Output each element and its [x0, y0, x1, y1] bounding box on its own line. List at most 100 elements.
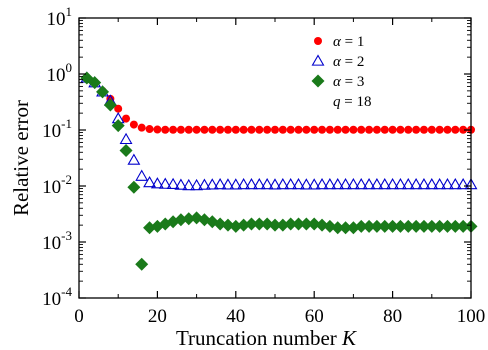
y-tick-label-base: 10: [47, 65, 66, 86]
series-3-point: [401, 219, 415, 233]
series-3-point: [331, 221, 345, 235]
y-tick-label-exponent: -3: [61, 228, 72, 243]
y-tick-label-base: 10: [47, 9, 66, 30]
series-2-point: [417, 177, 431, 190]
series-2-point: [448, 177, 462, 190]
series-2-point: [378, 177, 392, 190]
series-1-point: [380, 125, 389, 134]
series-1-point: [247, 125, 256, 134]
series-2-point: [346, 177, 360, 190]
legend-label-value: = 3: [341, 74, 364, 90]
series-2-point: [119, 132, 133, 145]
y-tick-label-base: 10: [42, 121, 61, 142]
series-1-point: [333, 125, 342, 134]
series-1-point: [223, 125, 232, 134]
series-2-point: [268, 178, 282, 190]
series-2-point: [213, 177, 227, 190]
series-1-point: [169, 125, 178, 134]
series-2-point: [339, 177, 353, 190]
series-3-point: [425, 219, 439, 233]
series-3-point: [433, 219, 447, 233]
series-1-point: [153, 125, 162, 134]
series-2-point: [245, 177, 258, 190]
y-tick-label: 10-1: [42, 116, 72, 142]
series-3-point: [386, 219, 400, 233]
series-3-point: [213, 217, 227, 231]
legend: α = 1 α = 2 α = 3 q = 18: [311, 34, 371, 110]
series-3-point: [111, 119, 125, 133]
series-1-point: [255, 125, 264, 134]
series-2-point: [127, 153, 141, 165]
series-1-point: [208, 125, 217, 134]
series-1-point: [459, 125, 468, 134]
legend-label-variable: α: [333, 34, 342, 50]
x-tick-label: 60: [305, 306, 324, 327]
legend-note-value: = 18: [341, 94, 372, 110]
legend-label-value: = 2: [341, 54, 364, 70]
series-3-point: [127, 180, 141, 194]
series-2-point: [299, 178, 313, 190]
series-2-point: [260, 177, 274, 190]
series-1-point: [310, 125, 319, 134]
series-2-point: [362, 177, 376, 190]
series-3-point: [292, 217, 306, 231]
series-2-point: [158, 177, 172, 189]
series-3-point: [229, 219, 243, 233]
series-2-point: [284, 177, 298, 190]
x-tick-label: 40: [226, 306, 245, 327]
series-1-point: [451, 125, 460, 134]
y-tick-label: 100: [47, 60, 73, 86]
series-1-point: [294, 125, 303, 134]
series-3-point: [299, 217, 313, 231]
series-1-point: [349, 125, 358, 134]
axis-ticks: [78, 17, 472, 299]
series-1-point: [129, 120, 138, 129]
series-1-point: [365, 125, 374, 134]
series-3-point: [88, 76, 102, 90]
x-tick-label: 0: [74, 306, 84, 327]
series-1-point: [412, 125, 421, 134]
series-3-point: [276, 218, 290, 232]
series-1-point: [192, 125, 201, 134]
series-3-point: [339, 221, 353, 235]
series-3-point: [244, 217, 258, 231]
series-1-point: [231, 125, 240, 134]
legend-label-2: α = 2: [333, 54, 364, 70]
series-3-point: [440, 219, 454, 233]
series-3-marks: [80, 71, 478, 271]
y-tick-label-exponent: 0: [66, 60, 73, 75]
series-1-point: [357, 125, 366, 134]
series-3-point: [378, 219, 392, 233]
series-1-point: [427, 125, 436, 134]
series-3-point: [96, 85, 110, 99]
series-2-point: [409, 177, 423, 190]
series-3-point: [456, 219, 470, 233]
legend-label-value: = 1: [341, 34, 364, 50]
series-1-point: [325, 125, 334, 134]
series-2-point: [370, 177, 384, 190]
series-2-point: [331, 177, 345, 190]
y-tick-label: 101: [47, 4, 73, 30]
series-3-point: [448, 219, 462, 233]
series-1-point: [263, 125, 272, 134]
series-1-point: [278, 125, 287, 134]
legend-note: q = 18: [333, 94, 371, 110]
series-2-point: [166, 177, 180, 190]
series-1-point: [161, 125, 170, 134]
series-2-point: [135, 169, 149, 181]
y-tick-label-base: 10: [42, 177, 61, 198]
series-1-point: [271, 125, 279, 134]
series-3-point: [307, 217, 321, 231]
series-2-point: [221, 178, 235, 190]
series-2-point: [197, 178, 211, 190]
series-2-point: [182, 178, 196, 191]
series-1-point: [372, 125, 381, 134]
x-tick-label: 80: [383, 306, 402, 327]
legend-label-3: α = 3: [333, 74, 364, 90]
series-3-point: [284, 217, 298, 231]
x-tick-label: 20: [148, 306, 167, 327]
series-2-point: [401, 177, 415, 190]
